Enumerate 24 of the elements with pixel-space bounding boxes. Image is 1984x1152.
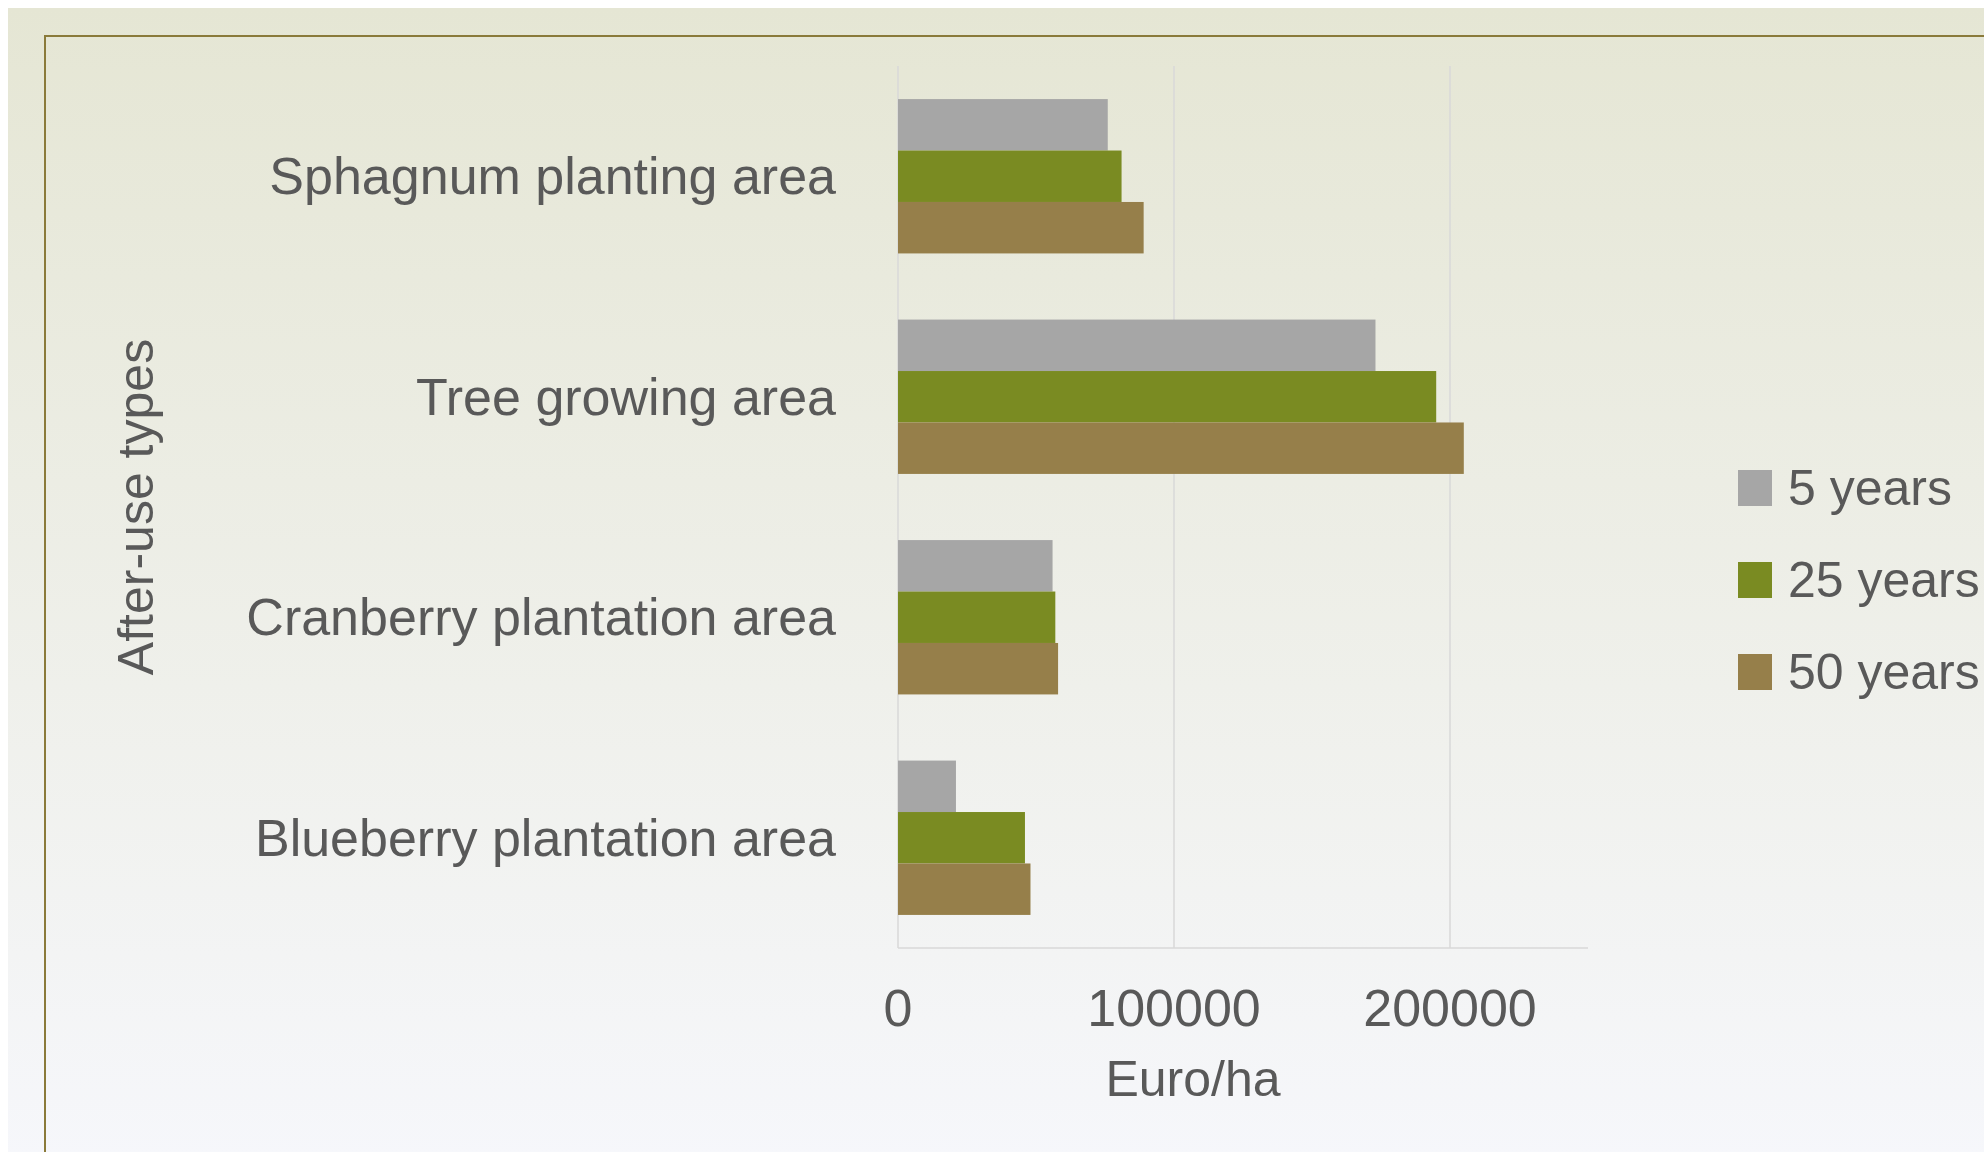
- y-axis-title: After-use types: [108, 338, 164, 676]
- bar: [898, 371, 1437, 423]
- x-tick-label: 100000: [1087, 979, 1261, 1037]
- x-tick-label: 200000: [1363, 979, 1537, 1037]
- y-tick-label: Sphagnum planting area: [269, 147, 837, 206]
- y-tick-label: Cranberry plantation area: [246, 588, 837, 647]
- bar: [898, 863, 1031, 915]
- legend-label: 25 years: [1788, 552, 1980, 608]
- bar: [898, 150, 1122, 202]
- legend-label: 50 years: [1788, 644, 1980, 700]
- bar: [898, 422, 1464, 474]
- y-tick-label: Blueberry plantation area: [254, 808, 837, 867]
- bar: [898, 201, 1144, 254]
- x-tick-label: 0: [883, 979, 913, 1037]
- x-axis-title: Euro/ha: [1105, 1051, 1281, 1107]
- bar: [898, 540, 1053, 592]
- bar: [898, 591, 1056, 643]
- bar: [898, 812, 1025, 864]
- bar: [898, 99, 1108, 151]
- y-tick-label: Tree growing area: [415, 367, 837, 426]
- bar: [898, 760, 956, 813]
- legend-label: 5 years: [1788, 460, 1952, 516]
- bar: [898, 642, 1059, 695]
- bar: [898, 319, 1376, 372]
